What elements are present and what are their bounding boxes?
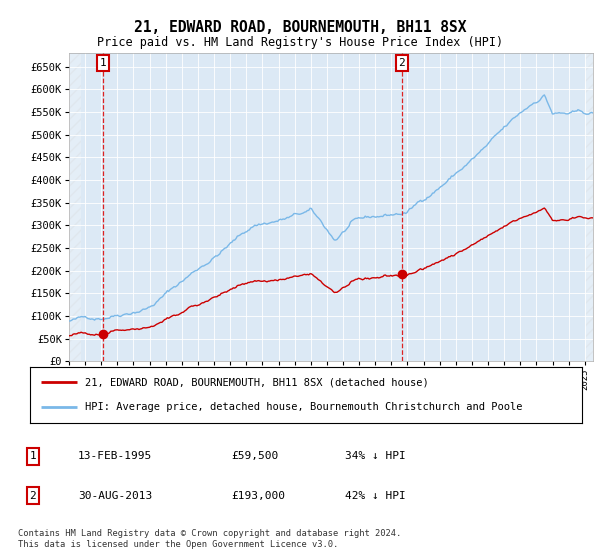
Text: HPI: Average price, detached house, Bournemouth Christchurch and Poole: HPI: Average price, detached house, Bour… (85, 402, 523, 412)
Text: £193,000: £193,000 (231, 491, 285, 501)
Text: Contains HM Land Registry data © Crown copyright and database right 2024.
This d: Contains HM Land Registry data © Crown c… (18, 529, 401, 549)
Text: 30-AUG-2013: 30-AUG-2013 (78, 491, 152, 501)
Text: 1: 1 (100, 58, 107, 68)
Text: 2: 2 (29, 491, 37, 501)
Text: 34% ↓ HPI: 34% ↓ HPI (345, 451, 406, 461)
Text: 21, EDWARD ROAD, BOURNEMOUTH, BH11 8SX: 21, EDWARD ROAD, BOURNEMOUTH, BH11 8SX (134, 20, 466, 35)
Bar (585, 53, 593, 361)
Text: Price paid vs. HM Land Registry's House Price Index (HPI): Price paid vs. HM Land Registry's House … (97, 36, 503, 49)
Text: 2: 2 (398, 58, 406, 68)
Text: £59,500: £59,500 (231, 451, 278, 461)
Text: 13-FEB-1995: 13-FEB-1995 (78, 451, 152, 461)
Text: 1: 1 (29, 451, 37, 461)
Text: 42% ↓ HPI: 42% ↓ HPI (345, 491, 406, 501)
Bar (69, 53, 81, 361)
Text: 21, EDWARD ROAD, BOURNEMOUTH, BH11 8SX (detached house): 21, EDWARD ROAD, BOURNEMOUTH, BH11 8SX (… (85, 377, 429, 388)
